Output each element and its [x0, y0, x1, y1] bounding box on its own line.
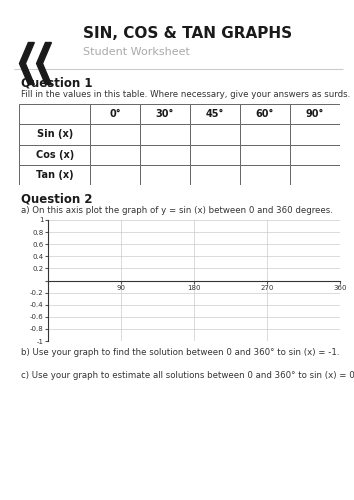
Bar — [190, 104, 240, 124]
Text: c) Use your graph to estimate all solutions between 0 and 360° to sin (x) = 0.8.: c) Use your graph to estimate all soluti… — [21, 371, 354, 380]
Bar — [290, 104, 340, 124]
Bar — [190, 124, 240, 144]
Text: Question 2: Question 2 — [21, 193, 93, 206]
Text: 30°: 30° — [156, 109, 174, 119]
Text: 60°: 60° — [256, 109, 274, 119]
Bar — [240, 144, 290, 165]
Text: 90°: 90° — [306, 109, 324, 119]
Text: b) Use your graph to find the solution between 0 and 360° to sin (x) = -1.: b) Use your graph to find the solution b… — [21, 348, 340, 357]
Bar — [140, 124, 190, 144]
Text: Sin (x): Sin (x) — [36, 130, 73, 140]
Text: 0°: 0° — [109, 109, 121, 119]
Text: SIN, COS & TAN GRAPHS: SIN, COS & TAN GRAPHS — [83, 26, 292, 41]
Bar — [19, 165, 90, 185]
Bar — [290, 124, 340, 144]
Bar — [19, 144, 90, 165]
Bar — [240, 104, 290, 124]
Text: Question 1: Question 1 — [21, 76, 93, 90]
Bar — [290, 144, 340, 165]
Bar — [190, 165, 240, 185]
Bar — [19, 104, 90, 124]
Bar — [140, 165, 190, 185]
Text: a) On this axis plot the graph of y = sin (x) between 0 and 360 degrees.: a) On this axis plot the graph of y = si… — [21, 206, 333, 215]
Bar — [190, 144, 240, 165]
Text: Tan (x): Tan (x) — [36, 170, 74, 180]
Bar — [140, 104, 190, 124]
Bar — [19, 124, 90, 144]
Text: Fill in the values in this table. Where necessary, give your answers as surds.: Fill in the values in this table. Where … — [21, 90, 350, 99]
Polygon shape — [36, 42, 51, 84]
Polygon shape — [19, 42, 34, 84]
Text: Student Worksheet: Student Worksheet — [83, 47, 190, 57]
Bar — [90, 165, 140, 185]
Text: Cos (x): Cos (x) — [36, 150, 74, 160]
Bar — [90, 104, 140, 124]
Text: 45°: 45° — [206, 109, 224, 119]
Bar — [290, 165, 340, 185]
Bar — [240, 165, 290, 185]
Bar — [140, 144, 190, 165]
Bar — [90, 124, 140, 144]
Bar — [90, 144, 140, 165]
Bar — [240, 124, 290, 144]
